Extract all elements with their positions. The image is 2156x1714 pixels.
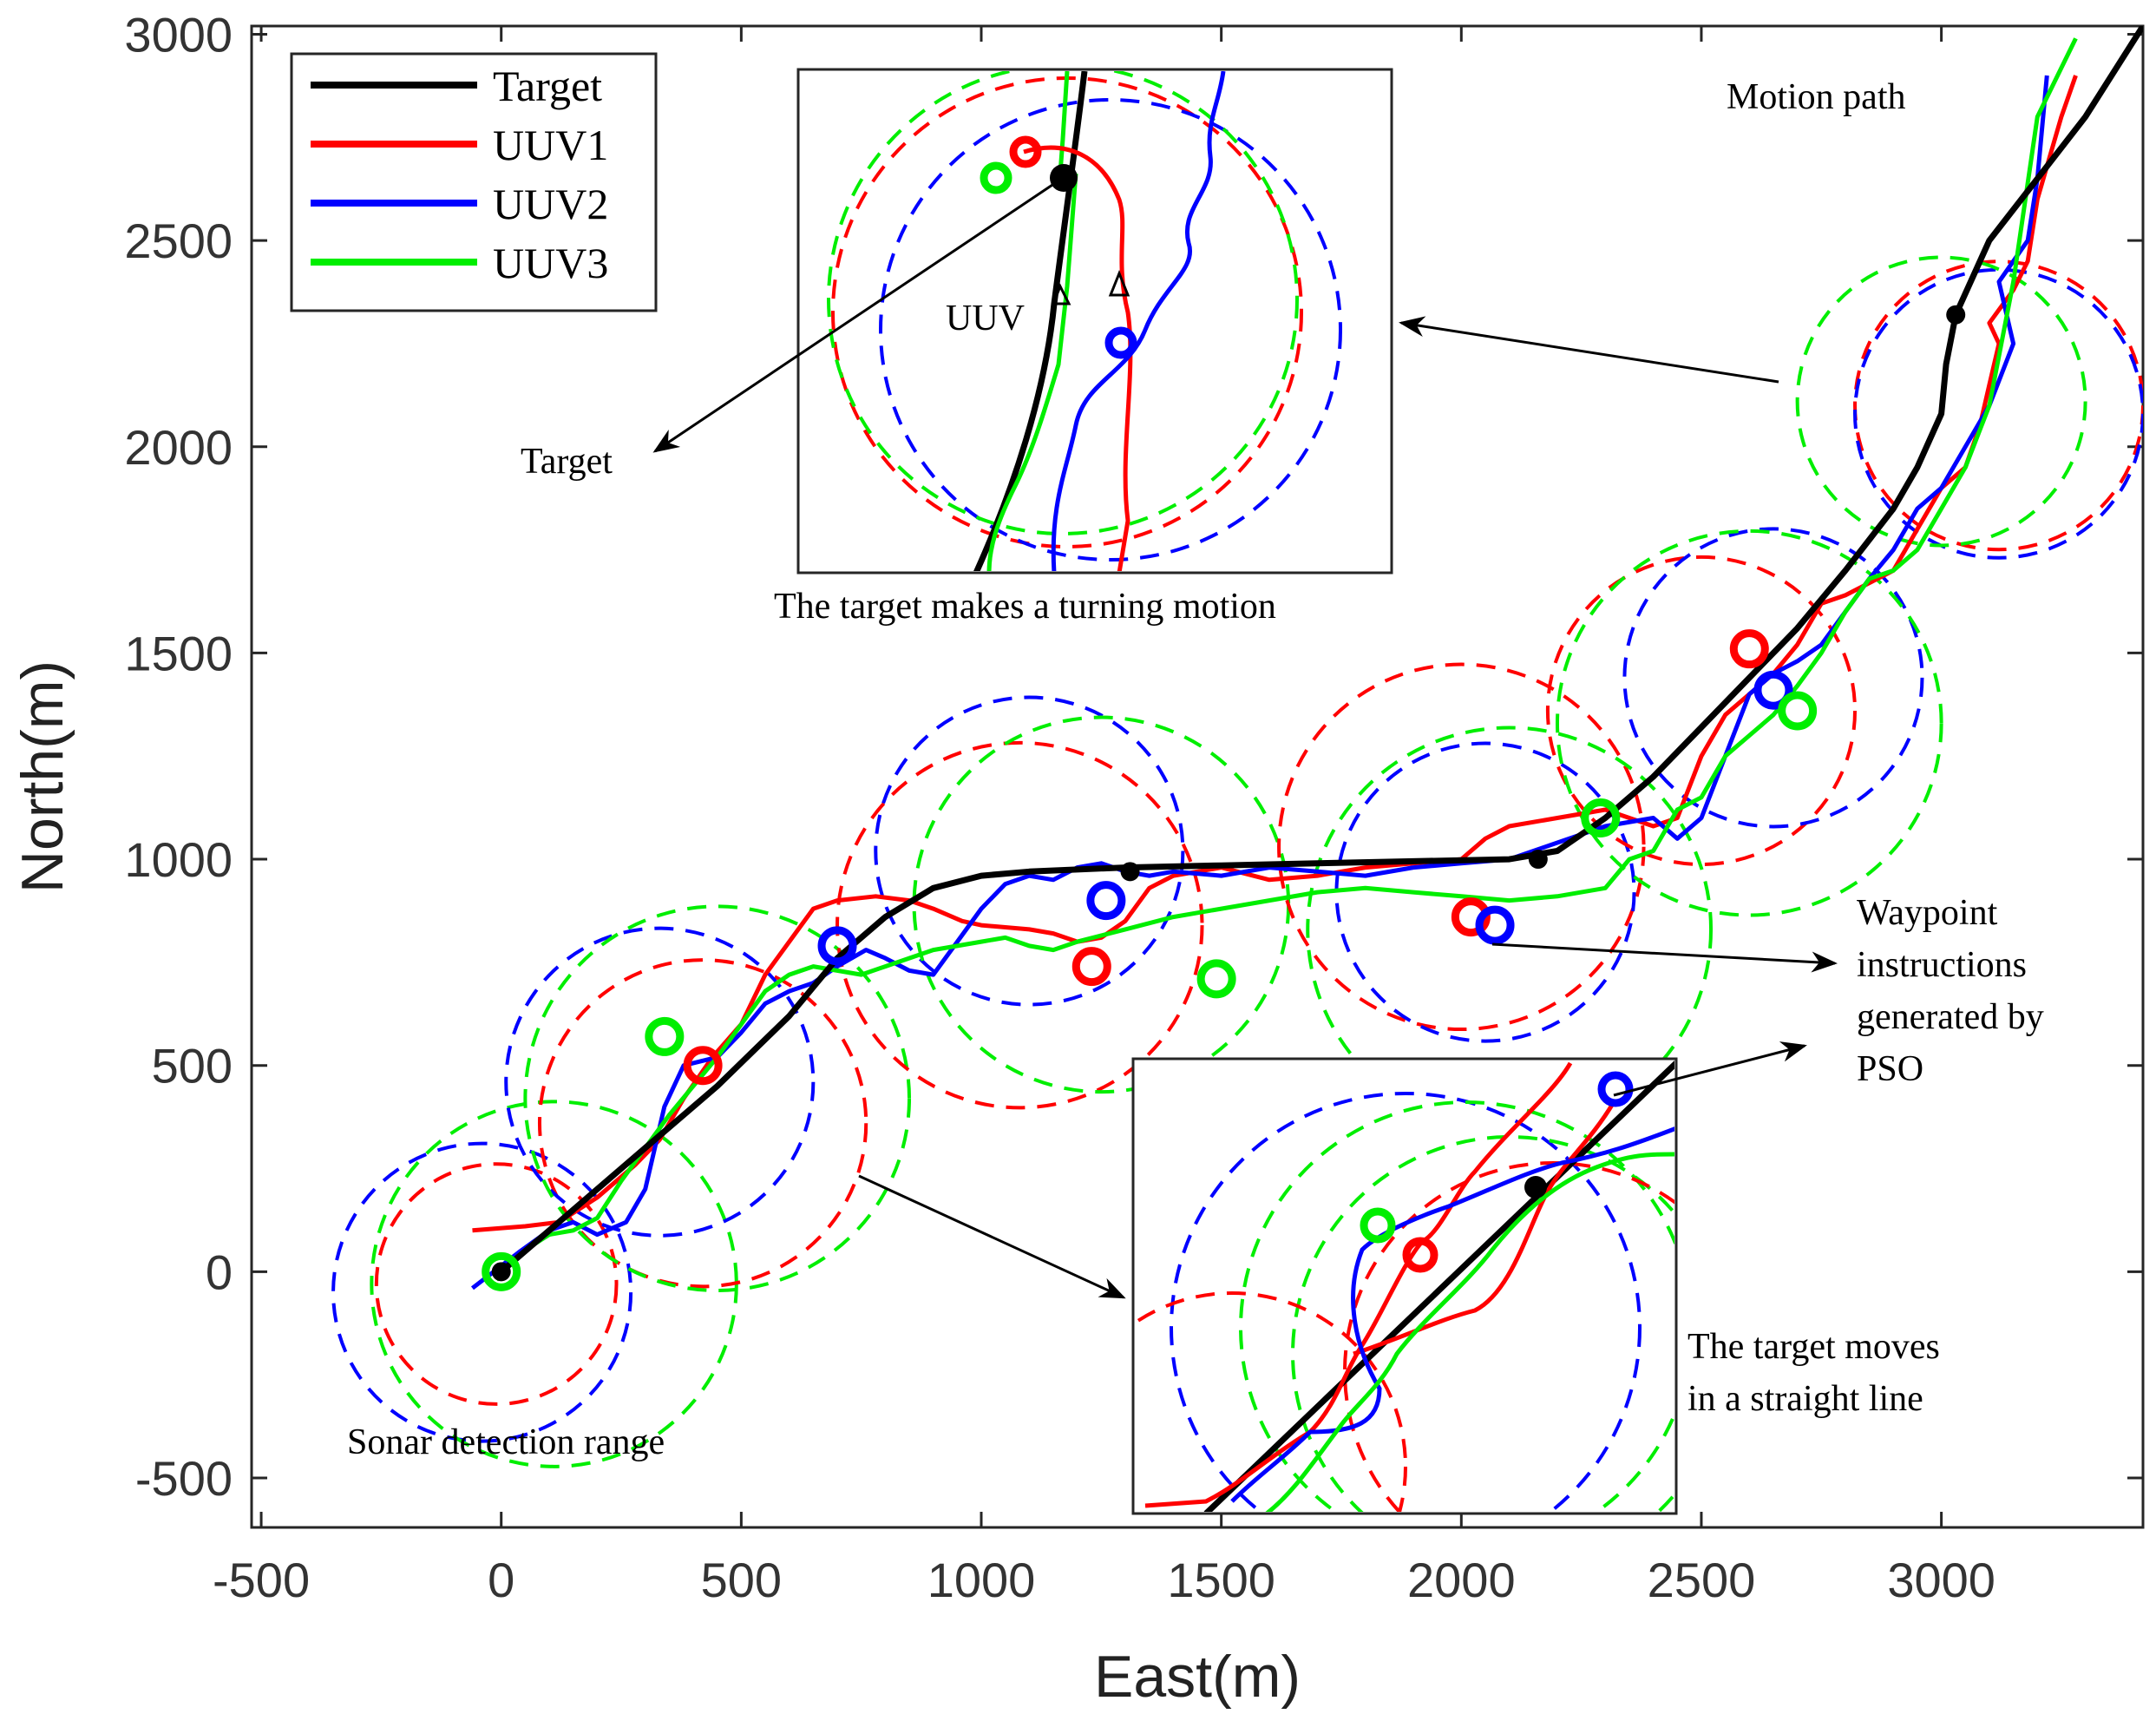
sonar-range-uuv2 (874, 695, 1185, 1007)
y-tick-label: 3000 (124, 8, 233, 62)
x-axis: -500 0 500 1000 1500 2000 2500 3000 (213, 26, 1995, 1607)
legend-label-uuv3: UUV3 (493, 239, 608, 287)
ann-sonar-range: Sonar detection range (347, 1422, 665, 1462)
x-axis-title: East(m) (1094, 1644, 1301, 1710)
inset-turning-motion: UUV The target makes a turning motion (774, 68, 1393, 627)
sonar-ranges (331, 255, 2143, 1468)
ann-waypoint-2: instructions (1857, 945, 2027, 985)
sonar-range-uuv3 (523, 904, 912, 1293)
legend: Target UUV1 UUV2 UUV3 (290, 52, 658, 312)
sonar-range-uuv3 (1795, 255, 2087, 548)
legend-label-target: Target (493, 62, 602, 110)
x-tick-label: 500 (701, 1553, 782, 1607)
y-tick-label: 2000 (124, 420, 233, 475)
y-tick-label: 2500 (124, 213, 233, 268)
y-tick-label: 0 (206, 1244, 233, 1299)
sonar-range-uuv1 (374, 1162, 619, 1406)
series-line-uuv1 (472, 75, 2078, 1233)
target-point (1528, 850, 1548, 870)
sonar-range-uuv2 (1334, 741, 1636, 1043)
x-tick-label: 2000 (1407, 1553, 1516, 1607)
sonar-range-uuv1 (836, 740, 1204, 1110)
annotation-arrows (652, 176, 1838, 1299)
legend-label-uuv2: UUV2 (493, 180, 608, 228)
inset-straight-line (1131, 1057, 1678, 1515)
waypoint-uuv3 (645, 1016, 685, 1056)
ann-waypoint-1: Waypoint (1857, 893, 1998, 933)
sonar-range-uuv1 (1277, 662, 1646, 1032)
ann-straight-line-2: in a straight line (1687, 1379, 1923, 1419)
ann-waypoint-4: PSO (1857, 1049, 1923, 1089)
sonar-range-uuv2 (1622, 527, 1924, 829)
y-axis-title: North(m) (10, 660, 75, 893)
sonar-range-uuv2 (504, 926, 816, 1238)
ann-turning-motion: The target makes a turning motion (774, 587, 1276, 627)
y-tick-label: 1500 (124, 626, 233, 680)
x-tick-label: -500 (213, 1553, 310, 1607)
ann-motion-path: Motion path (1727, 77, 1906, 117)
legend-label-uuv1: UUV1 (493, 121, 608, 169)
waypoint-uuv1 (1729, 629, 1769, 669)
waypoint-uuv3 (1196, 959, 1236, 999)
y-tick-label: 500 (152, 1039, 233, 1093)
ann-target: Target (521, 442, 613, 482)
ann-uuv: UUV (946, 299, 1025, 338)
waypoint-uuv2 (817, 926, 857, 966)
waypoint-uuv3 (1581, 798, 1621, 838)
series-line-uuv2 (470, 75, 2049, 1290)
waypoint-uuv3 (1778, 691, 1818, 731)
sonar-range-uuv2 (331, 1141, 633, 1443)
waypoint-uuv3 (482, 1251, 521, 1291)
sonar-range-uuv1 (1853, 259, 2143, 552)
sonar-range-uuv1 (537, 958, 868, 1289)
x-tick-label: 3000 (1887, 1553, 1995, 1607)
x-tick-label: 1500 (1167, 1553, 1275, 1607)
y-axis: -500 0 500 1000 1500 2000 2500 3000 (124, 8, 2143, 1506)
y-tick-label: -500 (135, 1451, 233, 1506)
waypoint-uuv2 (1086, 881, 1126, 921)
target-point (1946, 305, 1966, 325)
legend-box (290, 52, 658, 312)
waypoint-uuv1 (683, 1046, 723, 1086)
waypoint-markers (482, 305, 1966, 1291)
waypoint-uuv1 (1071, 947, 1111, 987)
ann-straight-line-1: The target moves (1687, 1327, 1940, 1367)
waypoint-uuv2 (1475, 905, 1515, 945)
y-tick-label: 1000 (124, 832, 233, 887)
target-point (491, 1262, 511, 1282)
x-tick-label: 0 (488, 1553, 514, 1607)
target-point (1120, 862, 1140, 882)
x-tick-label: 1000 (927, 1553, 1036, 1607)
sonar-range-uuv1 (1545, 555, 1858, 867)
x-tick-label: 2500 (1648, 1553, 1756, 1607)
sonar-range-uuv3 (1555, 529, 1943, 917)
sonar-range-uuv2 (1853, 267, 2143, 560)
waypoint-uuv2 (1753, 670, 1793, 710)
ann-waypoint-3: generated by (1857, 997, 2044, 1037)
